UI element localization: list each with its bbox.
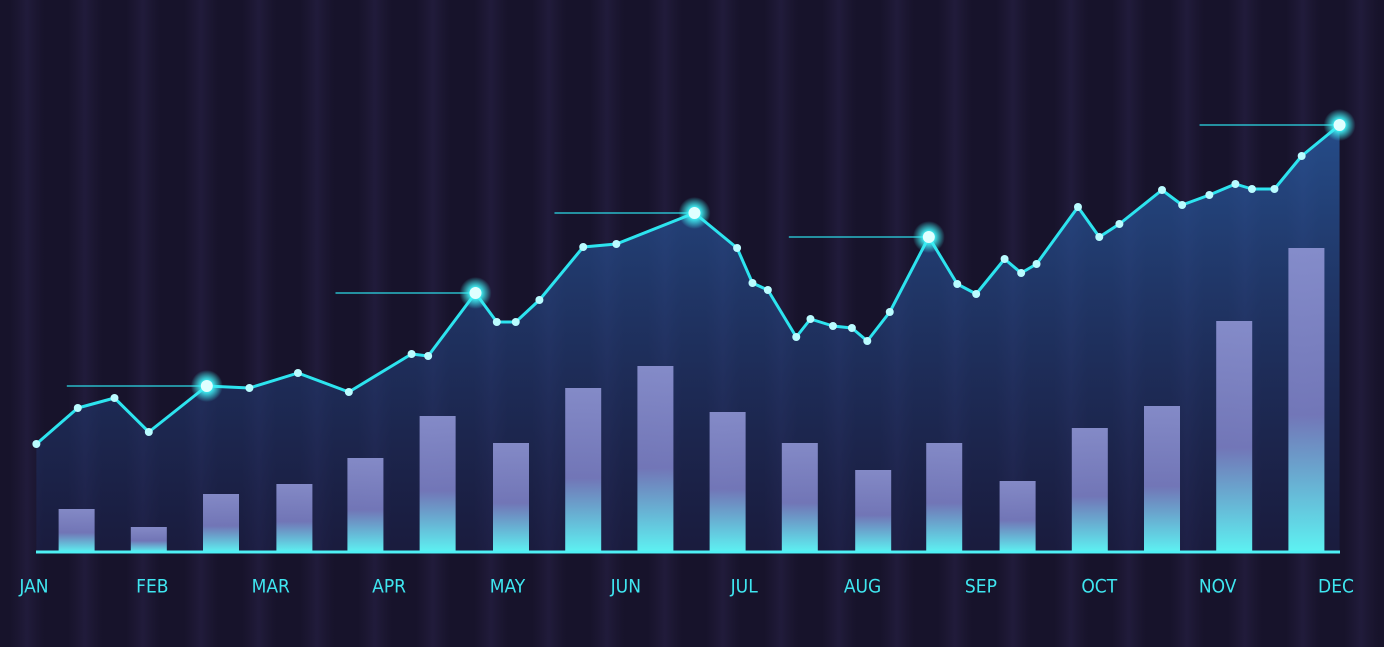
line-point: [1231, 180, 1240, 188]
line-point: [1178, 201, 1187, 209]
line-point: [763, 286, 772, 294]
x-tick-label: JAN: [18, 576, 48, 598]
bar: [781, 443, 818, 552]
bar: [347, 458, 384, 552]
line-point: [953, 280, 962, 288]
line-point: [1297, 152, 1306, 160]
line-point: [1333, 119, 1346, 131]
line-point: [1270, 185, 1279, 193]
line-point: [344, 388, 353, 396]
line-point: [1000, 255, 1009, 263]
line-point: [863, 337, 872, 345]
x-tick-label: MAY: [490, 576, 526, 598]
line-point: [32, 440, 41, 448]
line-point: [110, 394, 119, 402]
x-tick-label: MAR: [252, 576, 290, 598]
line-point: [847, 324, 856, 332]
stripe: [1344, 0, 1378, 647]
line-point: [293, 369, 302, 377]
bar: [203, 494, 240, 552]
line-point: [245, 384, 254, 392]
line-point: [424, 352, 433, 360]
bar: [1288, 248, 1325, 552]
line-point: [828, 322, 837, 330]
line-point: [73, 404, 82, 412]
line-point: [733, 244, 742, 252]
line-point: [885, 308, 894, 316]
line-point: [407, 350, 416, 358]
bar: [1216, 321, 1253, 552]
line-point: [806, 315, 815, 323]
line-point: [1247, 185, 1256, 193]
x-tick-label: APR: [372, 576, 406, 598]
line-point: [1115, 220, 1124, 228]
bar: [493, 443, 530, 552]
line-point: [1017, 269, 1026, 277]
line-point: [612, 240, 621, 248]
bar: [637, 366, 674, 552]
line-point: [1158, 186, 1167, 194]
bar: [709, 412, 746, 552]
line-point: [492, 318, 501, 326]
line-point: [1032, 260, 1041, 268]
x-tick-label: FEB: [136, 576, 168, 598]
x-tick-label: DEC: [1318, 576, 1354, 598]
line-point: [535, 296, 544, 304]
bar: [565, 388, 602, 552]
line-point: [579, 243, 588, 251]
line-point: [688, 207, 701, 219]
line-point: [1073, 203, 1082, 211]
bar: [58, 509, 95, 552]
line-area: [36, 125, 1340, 552]
bar: [276, 484, 313, 552]
line-point: [972, 290, 981, 298]
x-tick-label: AUG: [844, 576, 881, 598]
line-point: [511, 318, 520, 326]
line-point: [469, 287, 482, 299]
bar: [855, 470, 892, 552]
x-tick-label: SEP: [965, 576, 997, 598]
x-tick-label: OCT: [1081, 576, 1117, 598]
line-point: [922, 231, 935, 243]
bar: [999, 481, 1036, 552]
bar: [130, 527, 167, 552]
bar: [1071, 428, 1108, 552]
line-point: [1095, 233, 1104, 241]
line-point: [1205, 191, 1214, 199]
x-tick-label: JUN: [610, 576, 641, 598]
x-tick-label: JUL: [730, 576, 759, 598]
line-point: [748, 279, 757, 287]
bar: [419, 416, 456, 552]
line-point: [792, 333, 801, 341]
bar: [926, 443, 963, 552]
line-point: [144, 428, 153, 436]
x-tick-label: NOV: [1199, 576, 1237, 598]
bar: [1144, 406, 1181, 552]
line-point: [200, 380, 213, 392]
